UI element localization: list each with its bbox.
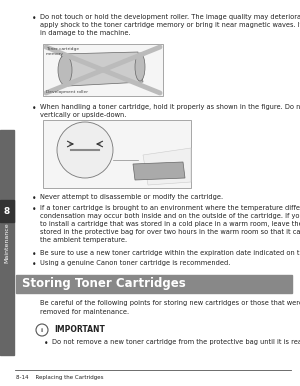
Text: Maintenance: Maintenance (4, 222, 10, 263)
Text: •: • (32, 194, 37, 203)
Text: Be careful of the following points for storing new cartridges or those that were: Be careful of the following points for s… (40, 300, 300, 315)
Text: •: • (32, 205, 37, 214)
Bar (43, 120, 191, 188)
Text: Do not remove a new toner cartridge from the protective bag until it is ready to: Do not remove a new toner cartridge from… (52, 339, 300, 345)
Text: •: • (32, 260, 37, 269)
Ellipse shape (135, 53, 145, 81)
Text: IMPORTANT: IMPORTANT (54, 325, 105, 335)
Polygon shape (143, 148, 191, 185)
Text: When handling a toner cartridge, hold it properly as shown in the figure. Do not: When handling a toner cartridge, hold it… (40, 104, 300, 118)
Polygon shape (61, 52, 143, 86)
Circle shape (36, 324, 48, 336)
Text: If a toner cartridge is brought to an environment where the temperature differs : If a toner cartridge is brought to an en… (40, 205, 300, 243)
Text: 8-14    Replacing the Cartridges: 8-14 Replacing the Cartridges (16, 375, 104, 380)
Bar (43, 44, 163, 96)
Text: Storing Toner Cartridges: Storing Toner Cartridges (22, 278, 186, 291)
Text: Using a genuine Canon toner cartridge is recommended.: Using a genuine Canon toner cartridge is… (40, 260, 230, 266)
Text: Development roller: Development roller (46, 90, 88, 94)
Text: •: • (32, 14, 37, 23)
Circle shape (57, 122, 113, 178)
Text: Do not touch or hold the development roller. The image quality may deteriorate. : Do not touch or hold the development rol… (40, 14, 300, 36)
Text: •: • (44, 339, 49, 348)
Text: •: • (32, 104, 37, 113)
Text: Toner cartridge
memory: Toner cartridge memory (46, 47, 79, 56)
Text: Be sure to use a new toner cartridge within the expiration date indicated on the: Be sure to use a new toner cartridge wit… (40, 250, 300, 256)
Text: •: • (32, 250, 37, 259)
Text: i: i (41, 327, 43, 332)
Ellipse shape (58, 55, 72, 85)
Text: 8: 8 (4, 207, 10, 215)
Text: Never attempt to disassemble or modify the cartridge.: Never attempt to disassemble or modify t… (40, 194, 223, 200)
Bar (16, 275, 292, 293)
Bar (0, 130, 14, 355)
Bar (0, 200, 14, 222)
Polygon shape (133, 162, 185, 180)
